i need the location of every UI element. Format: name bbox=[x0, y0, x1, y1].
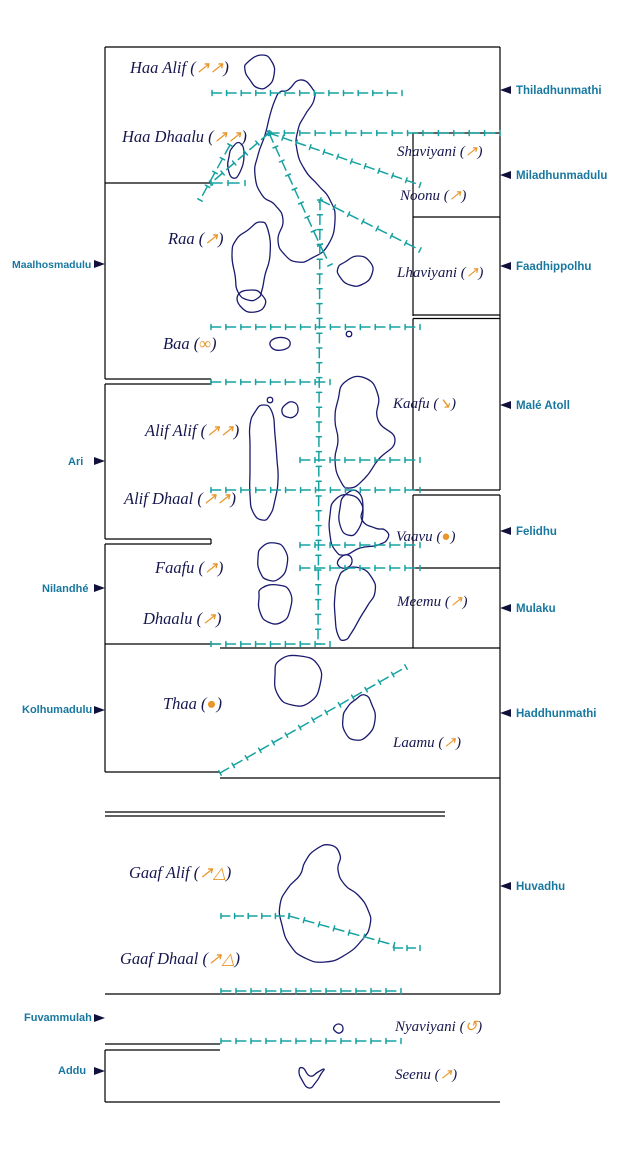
svg-text:Kaafu (↘): Kaafu (↘) bbox=[392, 396, 456, 412]
svg-text:Kolhumadulu: Kolhumadulu bbox=[22, 704, 92, 716]
svg-text:Raa (↗): Raa (↗) bbox=[167, 229, 224, 248]
svg-text:Thiladhunmathi: Thiladhunmathi bbox=[516, 85, 602, 97]
svg-text:Ari: Ari bbox=[68, 456, 83, 468]
svg-text:Dhaalu (↗): Dhaalu (↗) bbox=[142, 609, 221, 628]
svg-text:Fuvammulah: Fuvammulah bbox=[24, 1012, 92, 1024]
svg-text:Alif Dhaal (↗↗): Alif Dhaal (↗↗) bbox=[123, 489, 236, 508]
svg-text:Nyaviyani (↺): Nyaviyani (↺) bbox=[394, 1019, 482, 1035]
svg-text:Felidhu: Felidhu bbox=[516, 526, 557, 538]
svg-text:Haddhunmathi: Haddhunmathi bbox=[516, 708, 597, 720]
svg-text:Meemu (↗): Meemu (↗) bbox=[396, 594, 467, 610]
svg-text:Faadhippolhu: Faadhippolhu bbox=[516, 261, 591, 273]
svg-text:Thaa (●): Thaa (●) bbox=[163, 694, 222, 713]
svg-text:Haa Dhaalu (↗↗): Haa Dhaalu (↗↗) bbox=[121, 127, 247, 146]
svg-text:Noonu (↗): Noonu (↗) bbox=[399, 188, 466, 204]
svg-text:Shaviyani (↗): Shaviyani (↗) bbox=[397, 144, 482, 160]
svg-text:Malé Atoll: Malé Atoll bbox=[516, 400, 570, 412]
svg-text:Addu: Addu bbox=[58, 1065, 86, 1077]
svg-text:Lhaviyani (↗): Lhaviyani (↗) bbox=[396, 265, 483, 281]
svg-text:Seenu (↗): Seenu (↗) bbox=[395, 1067, 457, 1083]
svg-text:Gaaf Dhaal (↗△): Gaaf Dhaal (↗△) bbox=[120, 949, 240, 968]
svg-text:Nilandhé: Nilandhé bbox=[42, 583, 88, 595]
svg-text:Haa Alif (↗↗): Haa Alif (↗↗) bbox=[129, 58, 229, 77]
svg-text:Faafu (↗): Faafu (↗) bbox=[154, 558, 223, 577]
svg-text:Gaaf Alif (↗△): Gaaf Alif (↗△) bbox=[129, 863, 231, 882]
svg-text:Miladhunmadulu: Miladhunmadulu bbox=[516, 170, 607, 182]
svg-text:Baa (∞): Baa (∞) bbox=[163, 334, 216, 353]
svg-text:Huvadhu: Huvadhu bbox=[516, 881, 565, 893]
svg-text:Mulaku: Mulaku bbox=[516, 603, 556, 615]
svg-text:Alif Alif (↗↗): Alif Alif (↗↗) bbox=[144, 421, 239, 440]
svg-text:Laamu (↗): Laamu (↗) bbox=[392, 735, 461, 751]
svg-text:Vaavu (●): Vaavu (●) bbox=[396, 529, 455, 545]
svg-text:Maalhosmadulu: Maalhosmadulu bbox=[12, 259, 91, 271]
